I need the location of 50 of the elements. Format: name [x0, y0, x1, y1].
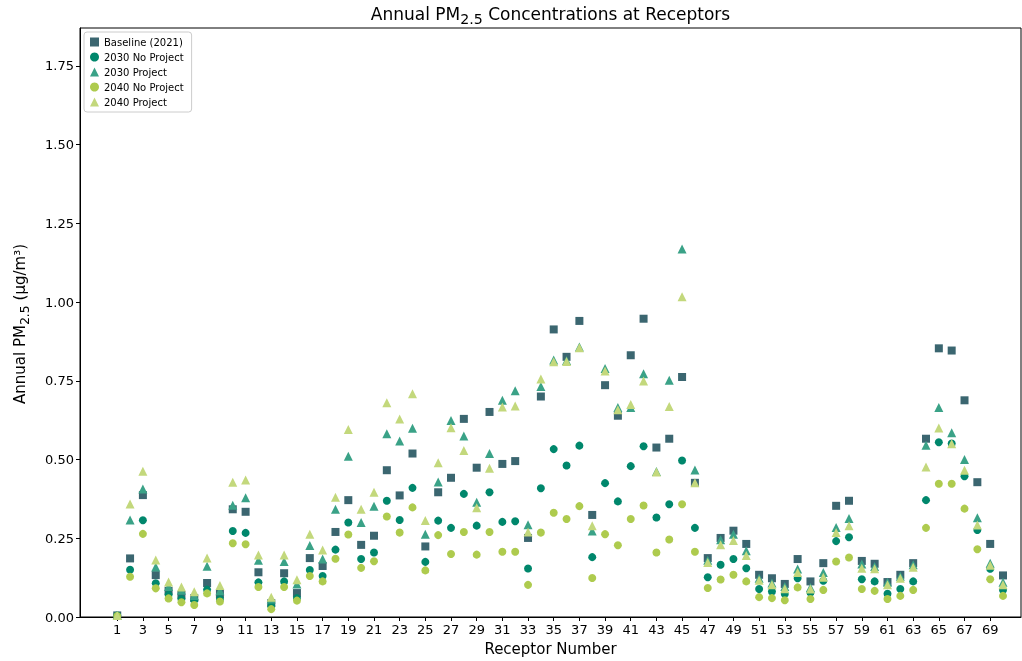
x-tick-label: 27 — [442, 622, 460, 637]
x-tick-label: 59 — [853, 622, 871, 637]
y-tick-label: 0.25 — [45, 530, 74, 546]
x-tick-label: 41 — [622, 622, 640, 637]
legend-label: 2040 Project — [104, 96, 167, 108]
x-tick-label: 13 — [263, 622, 280, 637]
x-tick-label: 9 — [215, 622, 225, 637]
x-tick-label: 63 — [904, 622, 922, 637]
x-tick-label: 31 — [494, 622, 511, 637]
legend-label: 2030 Project — [104, 66, 167, 78]
x-tick-label: 23 — [391, 622, 408, 637]
y-tick-label: 0.75 — [45, 373, 74, 389]
x-tick-label: 51 — [750, 622, 768, 637]
x-tick-label: 49 — [725, 622, 742, 637]
y-tick-label: 1.50 — [45, 137, 74, 153]
y-tick-label: 1.25 — [45, 215, 74, 231]
x-tick-label: 67 — [956, 622, 973, 637]
x-tick-label: 39 — [596, 622, 614, 637]
x-tick-label: 11 — [237, 622, 254, 637]
x-tick-label: 17 — [314, 622, 331, 637]
x-tick-label: 47 — [699, 622, 717, 637]
x-tick-label: 55 — [802, 622, 819, 637]
x-tick-label: 57 — [827, 622, 845, 637]
x-tick-label: 5 — [164, 622, 173, 637]
legend-label: Baseline (2021) — [104, 36, 183, 48]
x-tick-label: 61 — [879, 622, 896, 637]
x-tick-label: 35 — [545, 622, 562, 637]
x-tick-label: 19 — [340, 622, 357, 637]
x-axis-title: Receptor Number — [484, 639, 618, 658]
x-tick-label: 3 — [138, 622, 148, 637]
chart-title: Annual PM$_{2.5}$ Concentrations at Receptors — [369, 4, 732, 30]
x-tick-label: 69 — [981, 622, 999, 637]
legend-label: 2040 No Project — [104, 81, 184, 93]
x-tick-label: 21 — [365, 622, 383, 637]
y-tick-label: 1.75 — [45, 58, 74, 74]
legend-label: 2030 No Project — [104, 51, 184, 63]
x-tick-label: 45 — [673, 622, 691, 637]
x-tick-label: 1 — [113, 622, 122, 637]
x-tick-label: 37 — [571, 622, 588, 637]
x-tick-label: 25 — [417, 622, 434, 637]
x-tick-label: 15 — [288, 622, 306, 637]
y-tick-label: 0.00 — [45, 609, 74, 625]
x-tick-label: 7 — [190, 622, 199, 637]
x-tick-label: 29 — [468, 622, 485, 637]
y-tick-label: 1.00 — [45, 294, 74, 310]
x-tick-label: 33 — [519, 622, 537, 637]
y-tick-label: 0.50 — [45, 452, 74, 468]
x-tick-label: 43 — [648, 622, 665, 637]
x-tick-label: 65 — [930, 622, 948, 637]
x-tick-label: 53 — [776, 622, 794, 637]
